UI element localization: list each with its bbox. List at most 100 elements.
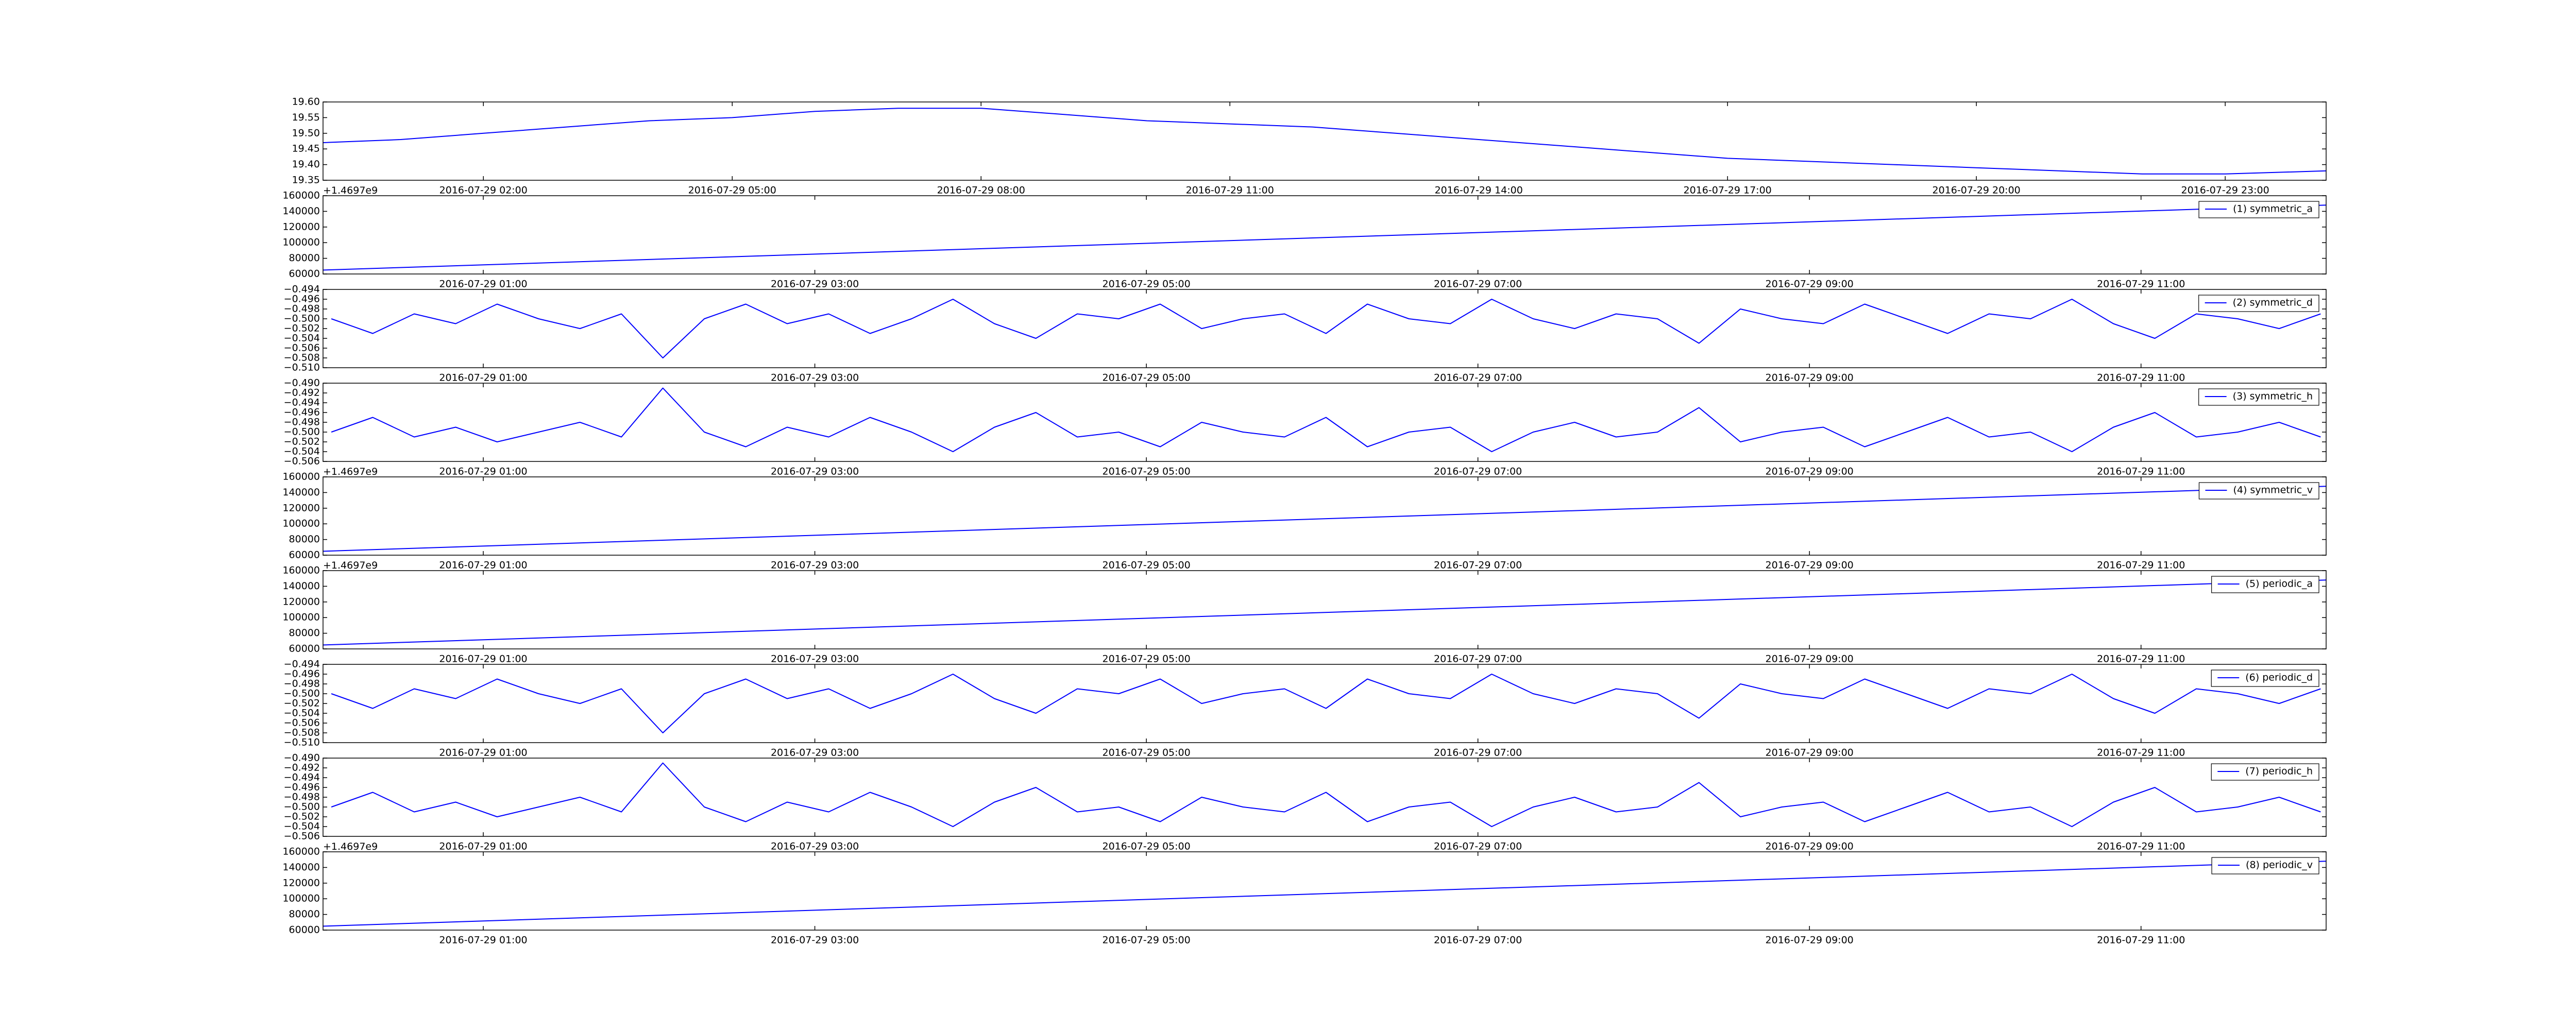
x-tick-label: 2016-07-29 11:00 [2097,466,2185,477]
y-tick-label: −0.498 [284,792,320,803]
y-tick-label: 140000 [282,487,320,498]
y-tick-label: 100000 [282,893,320,904]
y-tick-label: −0.506 [284,456,320,467]
x-tick-label: 2016-07-29 01:00 [439,560,527,571]
y-tick-label: 140000 [282,862,320,873]
x-tick-label: 2016-07-29 11:00 [2097,747,2185,759]
y-tick-label: −0.498 [284,303,320,315]
x-tick-label: 2016-07-29 01:00 [439,372,527,384]
x-tick-label: 2016-07-29 20:00 [1933,185,2021,196]
x-tick-label: 2016-07-29 05:00 [1102,560,1190,571]
y-tick-label: −0.502 [284,811,320,822]
y-tick-label: 120000 [282,221,320,232]
x-tick-label: 2016-07-29 11:00 [2097,935,2185,946]
y-tick-label: −0.504 [284,333,320,344]
y-tick-label: −0.500 [284,688,320,699]
x-tick-label: 2016-07-29 07:00 [1434,279,1522,290]
x-tick-label: 2016-07-29 11:00 [1186,185,1274,196]
y-tick-label: −0.498 [284,417,320,428]
y-tick-label: 19.55 [292,112,320,123]
y-tick-label: −0.490 [284,752,320,764]
y-tick-label: −0.496 [284,407,320,418]
x-tick-label: 2016-07-29 01:00 [439,747,527,759]
x-tick-label: 2016-07-29 01:00 [439,654,527,665]
x-tick-label: 2016-07-29 11:00 [2097,841,2185,852]
y-tick-label: 60000 [289,924,320,936]
y-tick-label: −0.490 [284,377,320,389]
y-tick-label: −0.502 [284,323,320,334]
data-line [323,861,2327,927]
y-tick-label: 60000 [289,550,320,561]
y-tick-label: −0.506 [284,831,320,842]
y-tick-label: 80000 [289,534,320,545]
y-offset-label: +1.4697e9 [323,841,378,852]
axes-frame [323,195,2327,274]
axes-frame [323,476,2327,556]
y-tick-label: 19.60 [292,96,320,108]
data-line [331,762,2321,827]
x-tick-label: 2016-07-29 08:00 [937,185,1025,196]
y-tick-label: 60000 [289,643,320,655]
y-tick-label: −0.510 [284,737,320,748]
y-tick-label: −0.500 [284,801,320,813]
x-tick-label: 2016-07-29 02:00 [439,185,528,196]
y-tick-label: 120000 [282,596,320,607]
x-tick-label: 2016-07-29 09:00 [1766,935,1854,946]
legend-label: (1) symmetric_a [2233,203,2313,215]
x-tick-label: 2016-07-29 09:00 [1766,372,1854,384]
axes-frame [323,570,2327,649]
x-tick-label: 2016-07-29 01:00 [439,935,527,946]
x-tick-label: 2016-07-29 05:00 [1102,654,1190,665]
y-tick-label: −0.494 [284,772,320,783]
y-tick-label: 19.50 [292,127,320,139]
y-tick-label: 140000 [282,205,320,217]
x-tick-label: 2016-07-29 01:00 [439,279,527,290]
y-tick-label: −0.504 [284,708,320,719]
y-tick-label: −0.508 [284,352,320,364]
axes-frame [323,664,2327,743]
x-tick-label: 2016-07-29 11:00 [2097,560,2185,571]
x-tick-label: 2016-07-29 03:00 [771,560,859,571]
y-tick-label: 140000 [282,580,320,592]
data-line [323,108,2327,175]
legend-box [2211,763,2319,781]
data-line [323,204,2327,271]
y-tick-label: 160000 [282,471,320,483]
x-tick-label: 2016-07-29 03:00 [771,372,859,384]
y-tick-label: −0.500 [284,426,320,438]
x-tick-label: 2016-07-29 09:00 [1766,560,1854,571]
x-tick-label: 2016-07-29 07:00 [1434,654,1522,665]
y-tick-label: −0.494 [284,397,320,408]
y-tick-label: −0.502 [284,698,320,709]
y-tick-label: −0.506 [284,342,320,354]
y-tick-label: 100000 [282,612,320,623]
x-tick-label: 2016-07-29 05:00 [1102,372,1190,384]
x-tick-label: 2016-07-29 03:00 [771,841,859,852]
axes-frame [323,101,2327,181]
y-tick-label: −0.492 [284,387,320,399]
x-tick-label: 2016-07-29 03:00 [771,466,859,477]
y-tick-label: 80000 [289,627,320,639]
x-tick-label: 2016-07-29 05:00 [1102,279,1190,290]
x-tick-label: 2016-07-29 09:00 [1766,841,1854,852]
x-tick-label: 2016-07-29 03:00 [771,654,859,665]
x-tick-label: 2016-07-29 07:00 [1434,841,1522,852]
x-tick-label: 2016-07-29 05:00 [1102,935,1190,946]
axes-frame [323,758,2327,837]
x-tick-label: 2016-07-29 05:00 [688,185,776,196]
x-tick-label: 2016-07-29 07:00 [1434,747,1522,759]
legend-label: (2) symmetric_d [2233,297,2313,308]
y-tick-label: −0.504 [284,446,320,457]
y-tick-label: 19.45 [292,143,320,154]
y-offset-label: +1.4697e9 [323,466,378,477]
y-tick-label: 100000 [282,237,320,248]
y-tick-label: −0.506 [284,717,320,729]
y-tick-label: −0.494 [284,284,320,295]
y-tick-label: −0.494 [284,659,320,670]
x-tick-label: 2016-07-29 05:00 [1102,466,1190,477]
legend-label: (6) periodic_d [2245,672,2313,683]
x-tick-label: 2016-07-29 23:00 [2181,185,2269,196]
x-tick-label: 2016-07-29 09:00 [1766,279,1854,290]
